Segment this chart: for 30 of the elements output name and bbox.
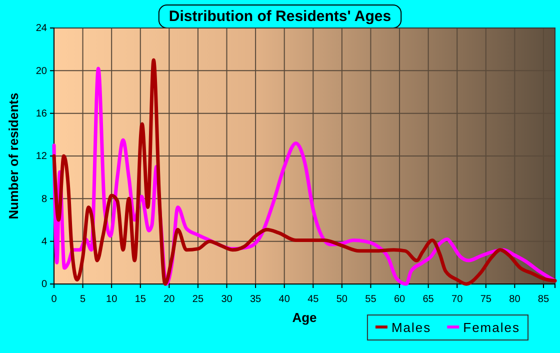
x-tick-label: 35 (250, 294, 262, 305)
x-tick-label: 70 (452, 294, 464, 305)
x-tick-label: 15 (134, 294, 146, 305)
x-tick-label: 25 (192, 294, 204, 305)
x-tick-label: 80 (509, 294, 521, 305)
x-tick-label: 60 (394, 294, 406, 305)
x-tick-label: 65 (422, 294, 434, 305)
x-axis-title: Age (292, 310, 317, 325)
x-tick-label: 10 (106, 294, 118, 305)
x-tick-label: 45 (308, 294, 320, 305)
y-tick-label: 24 (36, 23, 48, 34)
x-tick-label: 85 (538, 294, 550, 305)
y-tick-label: 4 (41, 236, 48, 248)
x-tick-label: 0 (51, 294, 58, 305)
chart-title: Distribution of Residents' Ages (168, 8, 392, 25)
legend-label: Females (463, 320, 520, 335)
x-tick-label: 75 (480, 294, 492, 305)
y-tick-label: 12 (36, 151, 48, 162)
y-tick-label: 20 (36, 66, 48, 77)
x-tick-label: 55 (365, 294, 377, 305)
x-tick-label: 40 (278, 294, 290, 305)
y-tick-label: 0 (41, 279, 48, 290)
x-tick-label: 50 (336, 294, 348, 305)
x-tick-label: 5 (80, 294, 86, 305)
y-tick-label: 16 (36, 108, 48, 120)
legend-label: Males (391, 320, 432, 335)
y-axis-title: Number of residents (6, 92, 21, 220)
x-tick-label: 30 (221, 294, 233, 305)
x-tick-label: 20 (164, 294, 176, 305)
y-tick-label: 8 (41, 194, 48, 205)
